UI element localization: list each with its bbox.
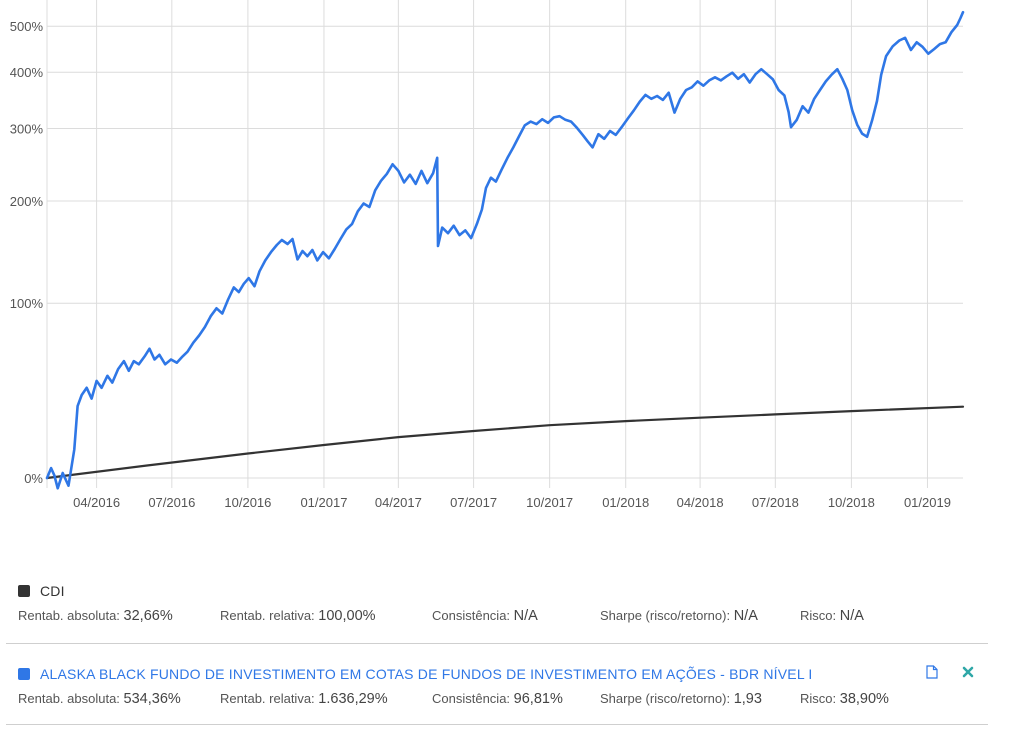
y-tick-label: 200% [10,194,44,209]
x-tick-label: 07/2018 [752,495,799,510]
x-tick-label: 10/2017 [526,495,573,510]
fund-rentab-relativa: Rentab. relativa: 1.636,29% [220,691,432,707]
fund-rentab-absoluta: Rentab. absoluta: 534,36% [18,691,220,707]
risco-label: Risco: [800,691,837,706]
fund-series-line [45,10,965,490]
x-tick-label: 10/2018 [828,495,875,510]
cdi-sharpe: Sharpe (risco/retorno): N/A [600,608,800,624]
rentab-absoluta-label: Rentab. absoluta: [18,691,120,706]
cdi-consistencia: Consistência: N/A [432,608,600,624]
cdi-rentab-absoluta: Rentab. absoluta: 32,66% [18,608,220,624]
x-tick-label: 10/2016 [224,495,271,510]
cdi-rentab-relativa: Rentab. relativa: 100,00% [220,608,432,624]
fund-consistencia: Consistência: 96,81% [432,691,600,707]
fund-sharpe: Sharpe (risco/retorno): 1,93 [600,691,800,707]
sharpe-label: Sharpe (risco/retorno): [600,691,731,706]
cdi-swatch [18,585,30,597]
cdi-risco: Risco: N/A [800,608,864,624]
rentab-absoluta-label: Rentab. absoluta: [18,608,120,623]
legend-fund: ALASKA BLACK FUNDO DE INVESTIMENTO EM CO… [18,663,986,709]
risco-label: Risco: [800,608,837,623]
risco-value: N/A [839,608,864,624]
rentab-relativa-value: 100,00% [318,608,376,624]
x-tick-label: 07/2016 [148,495,195,510]
rentab-absoluta-value: 32,66% [123,608,173,624]
fund-series-name[interactable]: ALASKA BLACK FUNDO DE INVESTIMENTO EM CO… [40,666,813,682]
rentab-absoluta-value: 534,36% [123,691,181,707]
y-tick-label: 0% [24,471,43,486]
risco-value: 38,90% [839,691,889,707]
y-tick-label: 400% [10,65,44,80]
rentab-relativa-label: Rentab. relativa: [220,608,315,623]
document-icon[interactable] [926,664,938,684]
y-tick-label: 300% [10,121,44,136]
x-tick-label: 04/2017 [375,495,422,510]
y-tick-label: 100% [10,296,44,311]
x-tick-label: 07/2017 [450,495,497,510]
performance-chart: 04/2016 07/2016 10/2016 01/2017 04/2017 07/20… [10,0,965,510]
legend-divider [6,643,988,644]
x-tick-label: 04/2016 [73,495,120,510]
x-tick-label: 01/2019 [904,495,951,510]
rentab-relativa-label: Rentab. relativa: [220,691,315,706]
sharpe-value: 1,93 [733,691,762,707]
fund-swatch [18,668,30,680]
x-tick-label: 01/2017 [300,495,347,510]
sharpe-value: N/A [733,608,758,624]
fund-risco: Risco: 38,90% [800,691,889,707]
consistencia-label: Consistência: [432,691,511,706]
x-tick-label: 01/2018 [602,495,649,510]
rentab-relativa-value: 1.636,29% [318,691,388,707]
cdi-series-line [45,405,965,480]
consistencia-value: 96,81% [513,691,563,707]
consistencia-label: Consistência: [432,608,511,623]
legend-divider-bottom [6,724,988,725]
legend-cdi: CDI Rentab. absoluta: 32,66% Rentab. rel… [18,580,986,626]
y-tick-label: 500% [10,19,44,34]
cdi-series-name: CDI [40,583,65,599]
sharpe-label: Sharpe (risco/retorno): [600,608,731,623]
x-tick-label: 04/2018 [677,495,724,510]
close-icon[interactable] [962,665,974,683]
consistencia-value: N/A [513,608,538,624]
